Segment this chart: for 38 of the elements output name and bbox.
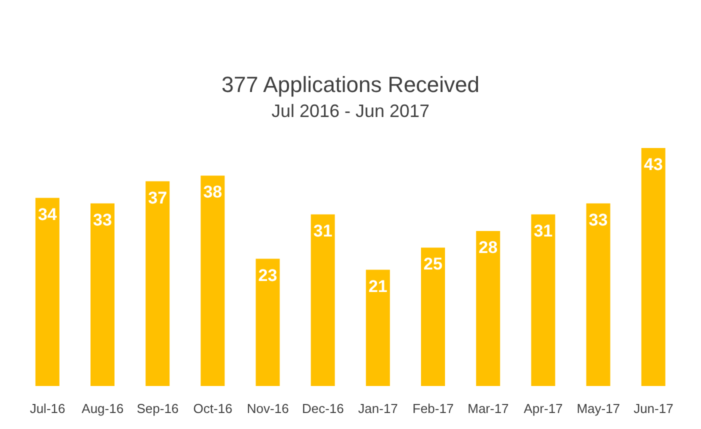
x-tick-label: Feb-17 [412, 401, 454, 416]
x-tick-label: Aug-16 [82, 401, 124, 416]
x-tick-label: May-17 [576, 401, 620, 416]
bar [421, 248, 446, 386]
x-tick-label: Apr-17 [524, 401, 563, 416]
data-label: 25 [424, 254, 442, 274]
x-tick-label: Dec-16 [302, 401, 344, 416]
bar [200, 176, 225, 386]
data-label: 21 [368, 276, 388, 296]
bar [146, 181, 170, 386]
x-tick-label: Jun-17 [634, 401, 674, 416]
data-label: 34 [38, 204, 58, 224]
bar [531, 214, 556, 386]
bar [256, 258, 280, 386]
data-label: 23 [258, 266, 278, 285]
x-tick-label: Oct-16 [193, 401, 232, 416]
data-label: 33 [93, 210, 112, 230]
x-tick-label: Jan-17 [358, 401, 398, 416]
data-label: 31 [313, 221, 332, 240]
bar [641, 148, 666, 386]
chart-subtitle: Jul 2016 - Jun 2017 [270, 101, 431, 122]
bar [366, 270, 390, 386]
bar [35, 198, 60, 386]
x-tick-label: Mar-17 [468, 401, 509, 416]
data-label: 31 [534, 221, 553, 240]
x-tick-label: Jul-16 [30, 401, 66, 416]
bar [310, 214, 335, 386]
x-tick-label: Sep-16 [136, 401, 179, 416]
chart-title: 377 Applications Received [220, 72, 481, 98]
data-label: 43 [644, 155, 663, 174]
bar [476, 231, 500, 386]
data-label: 37 [148, 188, 168, 208]
data-label: 33 [588, 210, 608, 230]
bar [586, 203, 610, 386]
x-tick-label: Nov-16 [246, 401, 289, 416]
bar [90, 203, 115, 386]
data-label: 28 [478, 238, 498, 258]
data-label: 38 [203, 182, 222, 202]
